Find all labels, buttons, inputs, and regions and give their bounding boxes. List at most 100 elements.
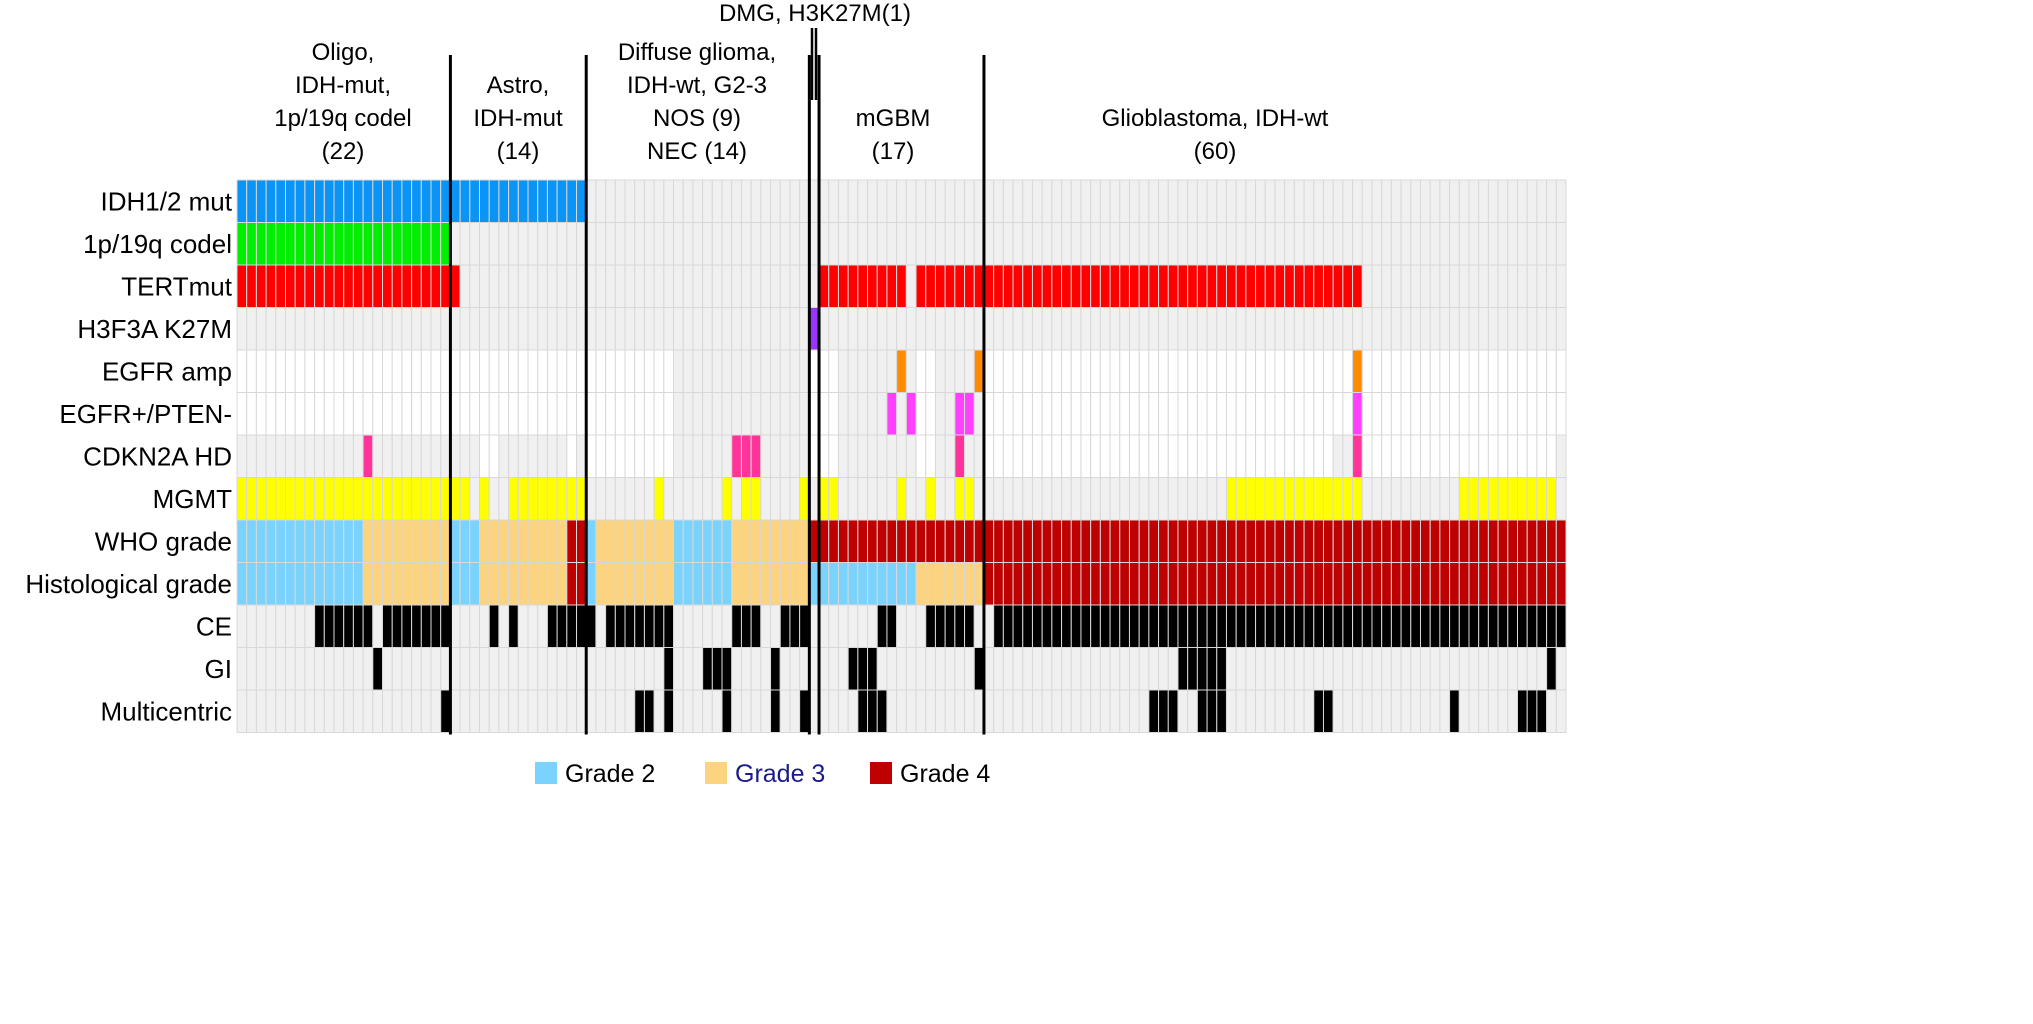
grade-row-cell — [1468, 562, 1480, 606]
binary-row-cell — [333, 264, 345, 308]
binary-row-cell — [285, 434, 296, 478]
binary-row-cell — [1478, 349, 1489, 393]
binary-row-cell — [469, 179, 481, 223]
clinical-row-cell — [711, 647, 723, 691]
binary-row-cell — [1361, 477, 1373, 521]
clinical-row-cell — [479, 689, 490, 733]
clinical-row-cell — [1070, 604, 1082, 648]
binary-row-cell — [1352, 264, 1363, 308]
grade-row-cell — [1555, 519, 1567, 563]
grade-row-cell — [1099, 519, 1111, 563]
binary-row-cell — [314, 307, 325, 351]
binary-row-cell — [634, 307, 645, 351]
grade-row-cell — [1274, 519, 1286, 563]
binary-row-cell — [1293, 264, 1305, 308]
binary-row-cell — [1361, 307, 1373, 351]
grade-row-cell — [255, 519, 267, 563]
binary-row-cell — [1022, 264, 1033, 308]
binary-row-cell — [740, 179, 752, 223]
binary-row-cell — [1206, 477, 1218, 521]
clinical-row-cell — [537, 604, 548, 648]
binary-row-cell — [1410, 477, 1421, 521]
clinical-row-cell — [1439, 604, 1451, 648]
binary-row-cell — [1041, 392, 1053, 436]
grade-row-cell — [1390, 519, 1402, 563]
grade-row-cell — [925, 519, 936, 563]
binary-row-cell — [275, 307, 287, 351]
clinical-row-cell — [643, 647, 655, 691]
grade-row-cell — [285, 562, 296, 606]
binary-row-cell — [711, 392, 723, 436]
clinical-row-cell — [498, 689, 510, 733]
group-header-line: Astro, — [487, 72, 550, 99]
binary-row-cell — [721, 434, 733, 478]
clinical-row-cell — [255, 647, 267, 691]
binary-row-cell — [1196, 434, 1208, 478]
clinical-row-cell — [673, 647, 684, 691]
binary-row-cell — [469, 477, 481, 521]
clinical-row-cell — [1187, 604, 1198, 648]
grade-row-cell — [1051, 519, 1063, 563]
binary-row-cell — [925, 179, 936, 223]
binary-row-cell — [275, 392, 287, 436]
clinical-row-cell — [1342, 604, 1354, 648]
binary-row-cell — [1303, 222, 1315, 266]
binary-row-cell — [896, 179, 907, 223]
clinical-row-cell — [1536, 647, 1548, 691]
clinical-row-cell — [624, 604, 636, 648]
clinical-row-cell — [1390, 689, 1402, 733]
binary-row-cell — [643, 179, 655, 223]
grade-row-cell — [779, 562, 791, 606]
grade-row-cell — [750, 519, 762, 563]
binary-row-cell — [993, 264, 1004, 308]
grade-row-cell — [343, 562, 354, 606]
binary-row-cell — [1041, 222, 1053, 266]
grade-row-cell — [1322, 562, 1334, 606]
clinical-row-cell — [246, 647, 257, 691]
binary-row-cell — [294, 222, 306, 266]
binary-row-cell — [692, 434, 704, 478]
grade-row-cell — [1245, 562, 1257, 606]
binary-row-cell — [934, 392, 946, 436]
binary-row-cell — [1516, 392, 1528, 436]
binary-row-cell — [905, 222, 917, 266]
binary-row-cell — [459, 349, 471, 393]
grade-row-cell — [1410, 519, 1421, 563]
binary-row-cell — [663, 434, 675, 478]
clinical-row-cell — [682, 689, 694, 733]
binary-row-cell — [673, 222, 684, 266]
binary-row-cell — [876, 307, 888, 351]
legend-swatch — [870, 762, 892, 784]
clinical-row-cell — [527, 647, 539, 691]
group-header-line: IDH-wt, G2-3 — [627, 72, 767, 99]
grade-row-cell — [847, 562, 859, 606]
binary-row-cell — [1410, 179, 1421, 223]
binary-row-cell — [634, 222, 645, 266]
clinical-row-cell — [847, 647, 859, 691]
clinical-row-cell — [1526, 689, 1538, 733]
binary-row-cell — [1468, 264, 1480, 308]
binary-row-cell — [886, 264, 898, 308]
clinical-row-cell — [1361, 604, 1373, 648]
binary-row-cell — [1090, 392, 1101, 436]
binary-row-cell — [1119, 222, 1130, 266]
clinical-row-cell — [1487, 689, 1499, 733]
binary-row-cell — [595, 477, 607, 521]
clinical-row-cell — [1313, 689, 1324, 733]
grade-row-cell — [1516, 562, 1528, 606]
grade-row-cell — [294, 519, 306, 563]
binary-row-cell — [1458, 222, 1470, 266]
grade-row-cell — [352, 562, 364, 606]
binary-row-cell — [246, 477, 257, 521]
clinical-row-cell — [566, 604, 578, 648]
clinical-row-cell — [682, 647, 694, 691]
binary-row-cell — [1342, 434, 1354, 478]
binary-row-cell — [372, 349, 384, 393]
binary-row-cell — [1536, 179, 1548, 223]
grade-row-cell — [944, 519, 956, 563]
binary-row-cell — [1449, 349, 1460, 393]
grade-row-cell — [1061, 519, 1072, 563]
binary-row-cell — [1546, 264, 1557, 308]
clinical-row-cell — [275, 647, 287, 691]
binary-row-cell — [740, 264, 752, 308]
